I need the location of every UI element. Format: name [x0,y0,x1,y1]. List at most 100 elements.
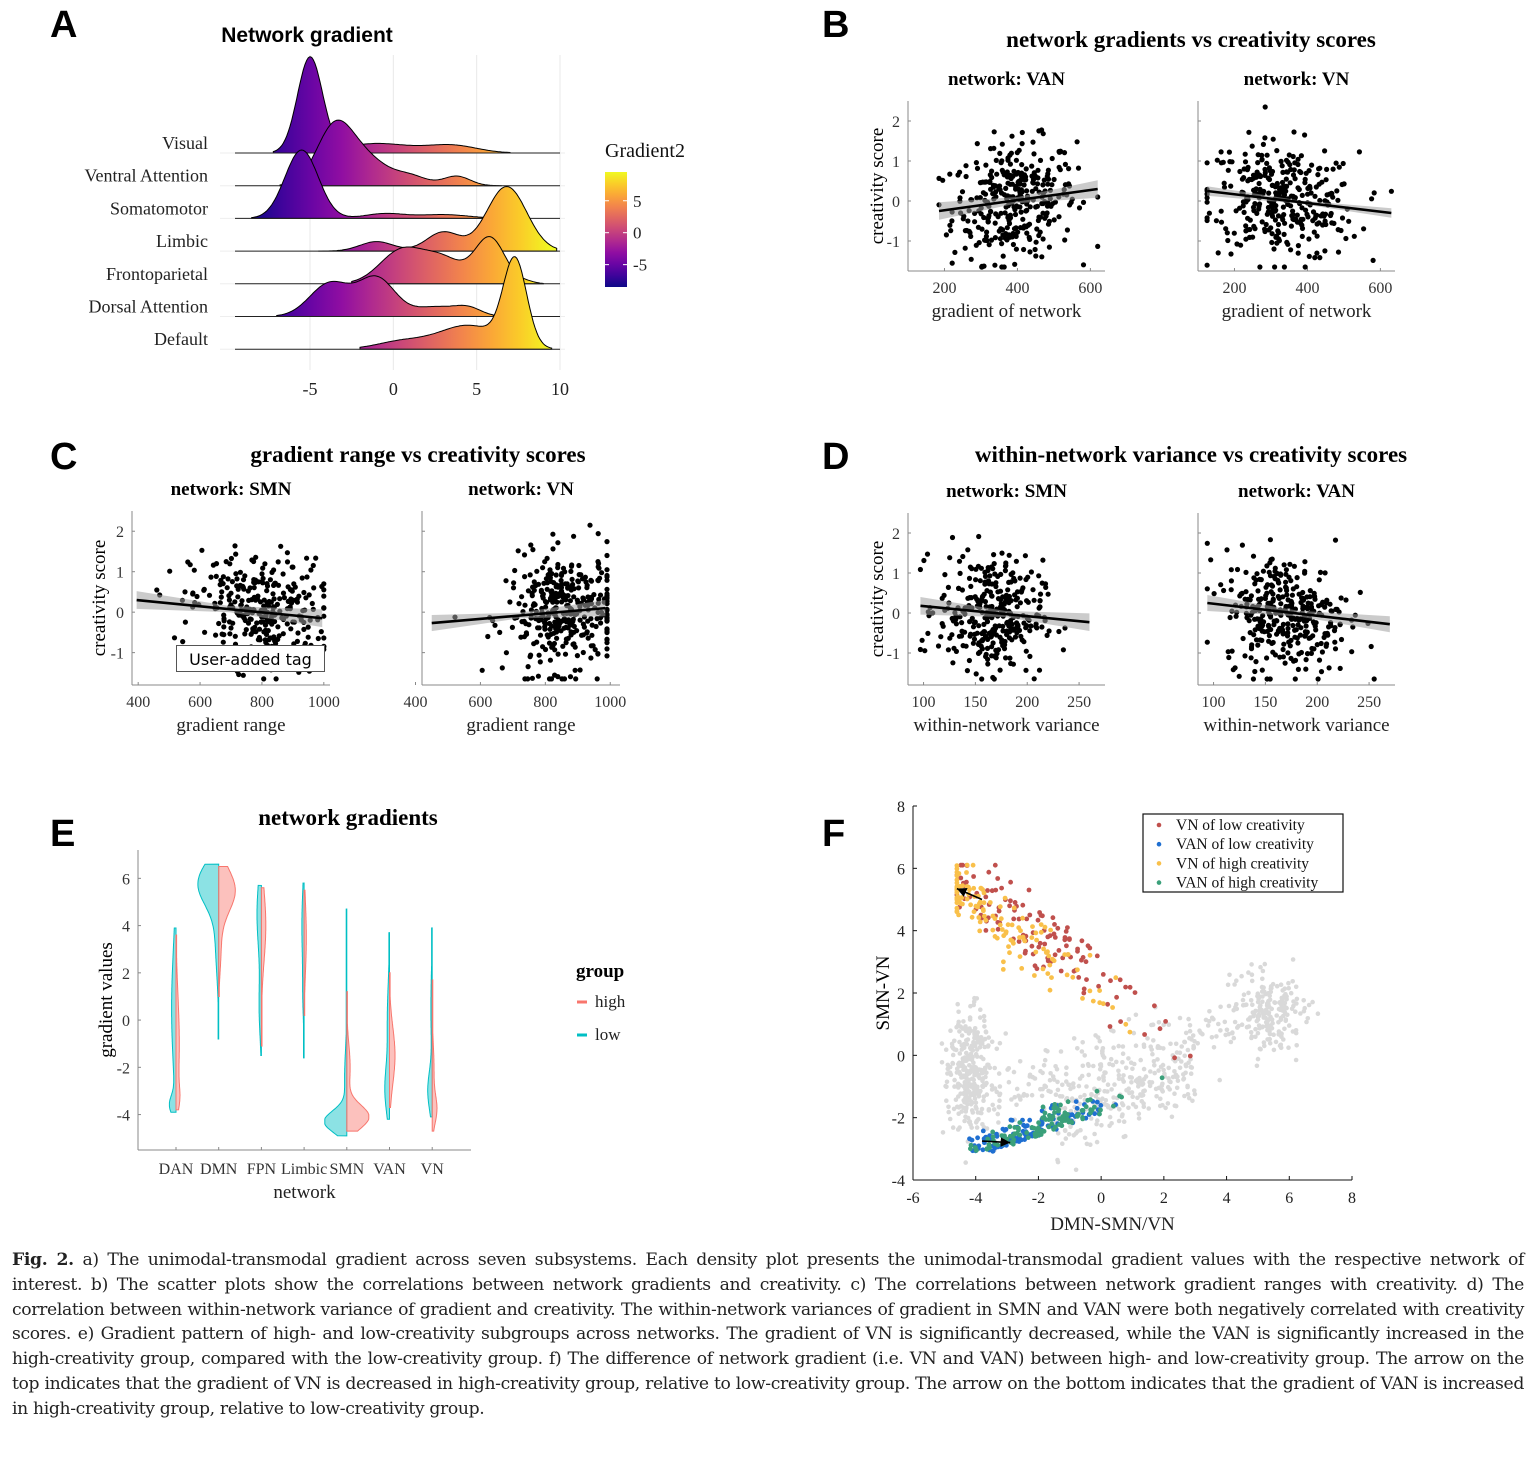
background-point [1130,1094,1135,1099]
data-point [1370,257,1376,263]
data-point [540,591,546,597]
group-point [1117,977,1123,983]
data-point [263,639,269,646]
data-point [1304,651,1311,657]
background-point [1177,1050,1183,1056]
data-point [301,626,307,632]
background-point [983,1029,989,1035]
group-point [1017,935,1022,940]
data-point [997,667,1003,673]
data-point [1261,188,1267,194]
background-point [1259,984,1265,990]
background-point [1209,1035,1215,1040]
data-point [1052,199,1058,205]
background-point [1226,1003,1232,1009]
data-point [1046,218,1052,224]
data-point [962,629,968,635]
background-point [992,1065,997,1071]
group-point [1040,1128,1045,1134]
data-point [525,676,531,682]
background-point [968,1092,973,1097]
group-point [1011,905,1017,911]
group-point [1047,962,1053,968]
data-point [277,596,283,602]
data-point [1034,625,1040,631]
group-point [1020,1128,1026,1134]
group-point [1097,1000,1103,1006]
data-point [988,564,995,570]
data-point [1007,655,1013,661]
group-point [1053,1124,1058,1130]
data-point [1295,640,1301,646]
data-point [988,237,995,243]
data-point [263,631,270,637]
data-point [299,575,305,581]
background-point [957,1051,963,1056]
background-point [1160,1089,1165,1094]
caption-text: a) The unimodal-transmodal gradient acro… [12,1250,1524,1419]
data-point [1020,216,1026,222]
data-point [1295,666,1301,672]
data-point [1265,175,1271,181]
background-point [957,1063,962,1069]
background-point [967,1026,972,1031]
data-point [1260,141,1266,147]
user-added-tag[interactable]: User-added tag [176,645,325,672]
group-point [1038,913,1044,918]
data-point [1340,160,1346,167]
data-point [262,622,269,628]
data-point [1288,599,1294,605]
data-point [1001,646,1008,652]
data-point [1343,235,1349,242]
group-point [1080,955,1086,960]
group-point [1080,1116,1086,1122]
background-point [1047,1077,1053,1083]
data-point [1042,215,1048,221]
data-point [235,594,241,600]
data-point [919,637,925,643]
data-point [580,621,586,627]
data-point [1259,667,1265,673]
data-point [220,581,226,587]
background-point [1030,1074,1036,1080]
background-point [1255,1056,1261,1062]
data-point [571,594,577,600]
data-point [1025,574,1031,580]
background-point [1203,1017,1209,1023]
group-point [1046,953,1052,959]
data-point [990,640,996,646]
data-point [1013,233,1019,239]
background-point [1192,1088,1197,1093]
data-point [1253,659,1259,665]
data-point [995,596,1002,602]
chart-title: network gradients [258,805,438,830]
data-point [1257,201,1263,207]
background-point [1107,1114,1113,1120]
data-point [1004,237,1010,243]
data-point [566,617,572,623]
data-point [532,602,538,608]
background-point [1185,1047,1191,1053]
data-point [321,581,327,587]
data-point [1246,618,1252,624]
background-point [968,1003,973,1009]
data-point [1023,648,1029,654]
difference-arrow [981,1137,1011,1147]
x-tick-label: 150 [963,694,987,711]
data-point [982,573,989,579]
data-point [996,228,1002,234]
background-point [1255,991,1261,996]
background-point [1217,1077,1222,1083]
background-point [949,1041,955,1047]
data-point [1017,600,1023,606]
data-point [981,621,987,627]
data-point [1033,253,1039,259]
data-point [1237,205,1243,211]
data-point [963,173,969,180]
data-point [1204,160,1210,166]
group-point [1020,934,1026,940]
x-tick-label: DAN [159,1161,194,1178]
data-point [1297,220,1304,226]
data-point [1211,591,1217,597]
